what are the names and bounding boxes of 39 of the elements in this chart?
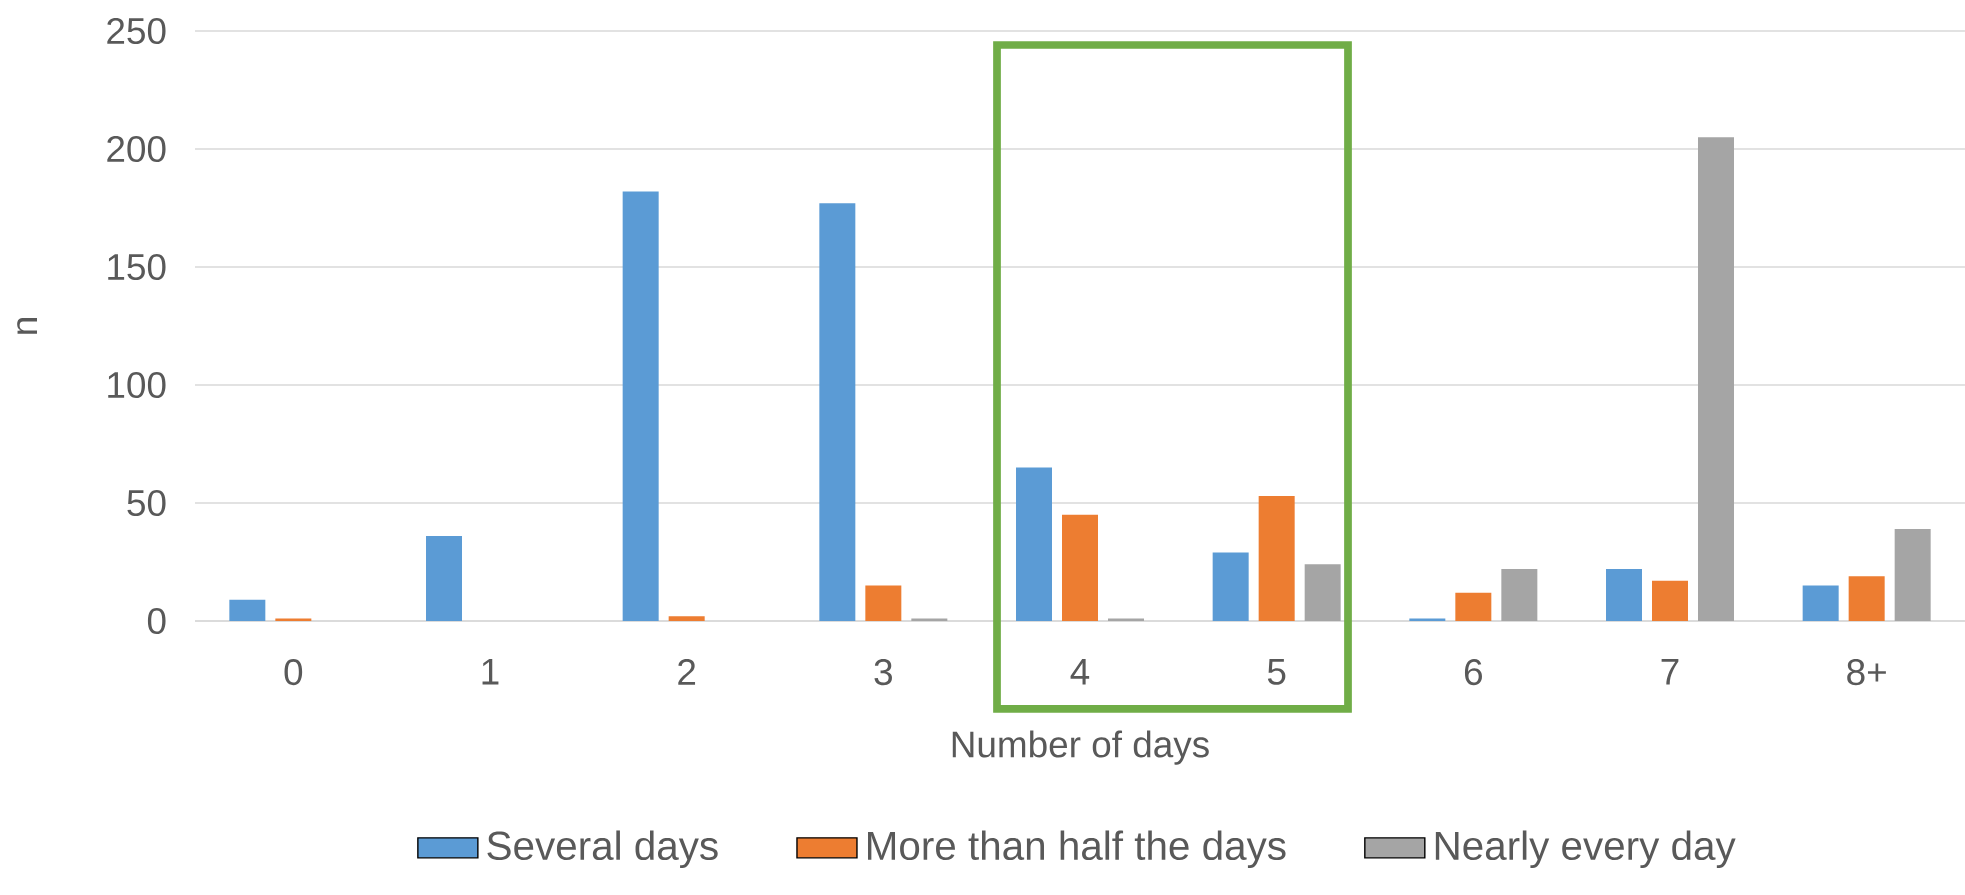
x-tick-label: 7 bbox=[1661, 659, 1679, 685]
y-tick-label: 250 bbox=[107, 17, 166, 45]
bar bbox=[1212, 552, 1249, 621]
bar bbox=[1698, 137, 1734, 621]
bar bbox=[426, 536, 462, 621]
y-axis-title: n bbox=[17, 318, 38, 334]
x-axis-title: Number of days bbox=[952, 730, 1209, 765]
bar bbox=[1304, 564, 1341, 621]
legend-label: More than half the days bbox=[868, 830, 1286, 869]
x-tick-label: 8+ bbox=[1847, 659, 1886, 686]
x-tick-label: 1 bbox=[482, 659, 499, 685]
y-tick-label: 200 bbox=[107, 135, 166, 163]
y-tick-label: 100 bbox=[108, 371, 166, 399]
bar bbox=[1501, 569, 1538, 621]
bar bbox=[1606, 569, 1642, 621]
bar bbox=[229, 599, 266, 621]
bar bbox=[668, 616, 705, 621]
y-tick-label: 0 bbox=[147, 607, 166, 635]
bar bbox=[865, 585, 902, 621]
x-tick-label: 6 bbox=[1464, 659, 1482, 686]
bar bbox=[1016, 467, 1052, 621]
x-tick-label: 0 bbox=[284, 659, 303, 686]
legend-label: Several days bbox=[487, 830, 718, 869]
bar bbox=[1894, 528, 1931, 621]
bar bbox=[1455, 592, 1492, 621]
x-tick-label: 2 bbox=[678, 659, 696, 685]
bar bbox=[1062, 514, 1098, 621]
bar bbox=[1652, 580, 1688, 621]
x-tick-label: 3 bbox=[874, 659, 892, 686]
bar bbox=[1802, 585, 1839, 621]
y-tick-label: 50 bbox=[127, 489, 166, 517]
x-tick-label: 5 bbox=[1267, 659, 1286, 685]
bar bbox=[1258, 495, 1295, 621]
y-tick-label: 150 bbox=[108, 253, 166, 281]
bar bbox=[819, 203, 856, 621]
bar bbox=[1848, 576, 1885, 621]
x-tick-label: 4 bbox=[1070, 659, 1090, 685]
bar bbox=[622, 191, 659, 621]
legend-label: Nearly every day bbox=[1435, 830, 1736, 869]
